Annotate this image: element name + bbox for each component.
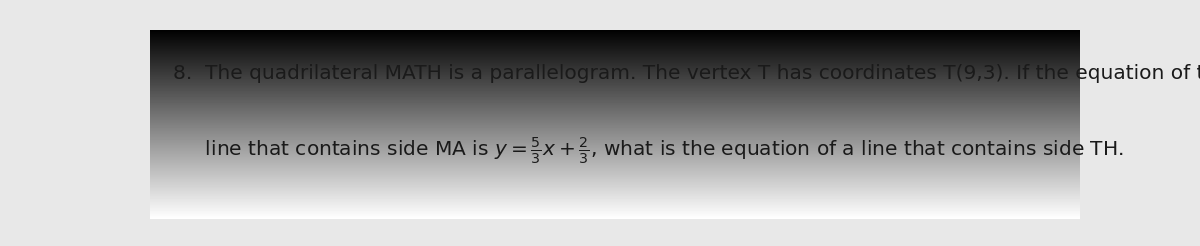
Text: line that contains side MA is $y = \frac{5}{3}x + \frac{2}{3}$, what is the equa: line that contains side MA is $y = \frac…: [173, 136, 1123, 166]
Text: 8.  The quadrilateral MATH is a parallelogram. The vertex T has coordinates T(9,: 8. The quadrilateral MATH is a parallelo…: [173, 64, 1200, 83]
